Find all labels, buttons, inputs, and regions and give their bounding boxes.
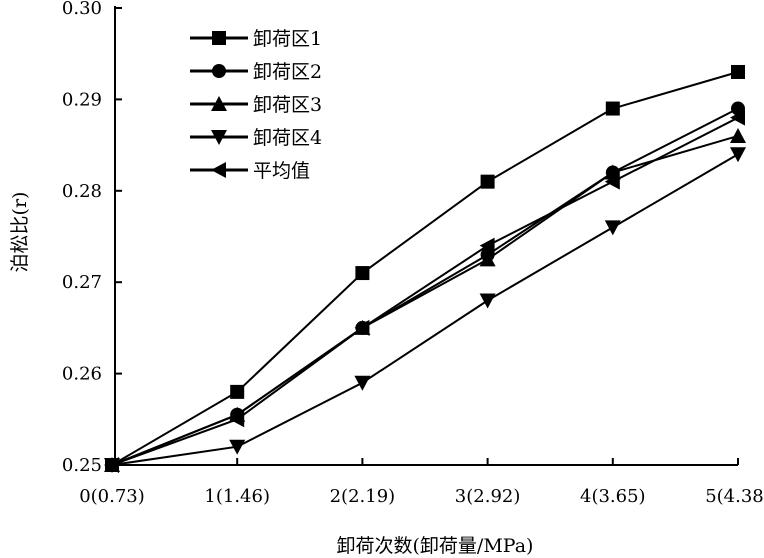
legend-label-3: 卸荷区3 <box>253 94 322 116</box>
series-markers <box>104 64 746 473</box>
legend-marker-4 <box>211 130 227 145</box>
data-point-series-1 <box>731 64 745 79</box>
legend: 卸荷区1 卸荷区2 卸荷区3 卸荷区4 平均值 <box>190 28 322 182</box>
x-tick-label: 3(2.92) <box>455 486 521 507</box>
y-tick-label: 0.25 <box>62 455 102 476</box>
legend-label-2: 卸荷区2 <box>253 61 322 83</box>
y-tick-label: 0.27 <box>62 272 102 293</box>
x-tick-label: 2(2.19) <box>330 486 396 507</box>
data-point-series-5 <box>354 319 370 336</box>
legend-label-1: 卸荷区1 <box>253 28 322 50</box>
legend-marker-3 <box>211 96 227 111</box>
series-line-5 <box>111 116 739 466</box>
x-tick-label: 4(3.65) <box>580 486 646 507</box>
legend-label-4: 卸荷区4 <box>253 127 322 149</box>
x-tick-label: 0(0.73) <box>79 486 145 507</box>
series-line-4 <box>111 153 739 466</box>
data-point-series-5 <box>730 109 745 126</box>
y-tick-label: 0.28 <box>62 181 102 202</box>
series-line-3 <box>111 135 739 466</box>
data-point-series-1 <box>230 384 245 399</box>
data-point-series-1 <box>480 174 495 189</box>
legend-marker-1 <box>212 31 226 45</box>
data-point-series-5 <box>604 173 620 190</box>
axes: 0.25 0.26 0.27 0.28 0.29 0.30 0(0.73) 1(1.46) 2(… <box>62 0 764 507</box>
data-point-series-4 <box>354 375 371 391</box>
data-point-series-1 <box>605 101 620 116</box>
data-point-series-4 <box>479 293 496 309</box>
data-point-series-5 <box>229 411 245 428</box>
data-point-series-4 <box>229 439 246 455</box>
data-point-series-4 <box>604 220 621 236</box>
y-tick-label: 0.26 <box>62 364 102 385</box>
x-tick-label: 1(1.46) <box>204 486 270 507</box>
y-tick-label: 0.29 <box>62 89 102 110</box>
legend-marker-2 <box>212 64 226 78</box>
data-point-series-4 <box>730 147 746 163</box>
data-point-series-3 <box>730 127 746 143</box>
series-line-1 <box>111 71 739 466</box>
data-point-series-5 <box>479 237 495 254</box>
data-point-series-3 <box>479 251 496 267</box>
x-axis-title: 卸荷次数(卸荷量/MPa) <box>337 535 534 557</box>
legend-marker-5 <box>211 162 226 178</box>
data-point-series-1 <box>355 266 370 281</box>
data-point-series-5 <box>104 457 119 473</box>
y-axis-title: 泊松比(r) <box>9 192 31 273</box>
series-lines <box>111 71 739 466</box>
y-tick-label: 0.30 <box>62 0 102 19</box>
x-tick-label: 5(4.38) <box>705 486 764 507</box>
legend-label-5: 平均值 <box>253 160 310 182</box>
